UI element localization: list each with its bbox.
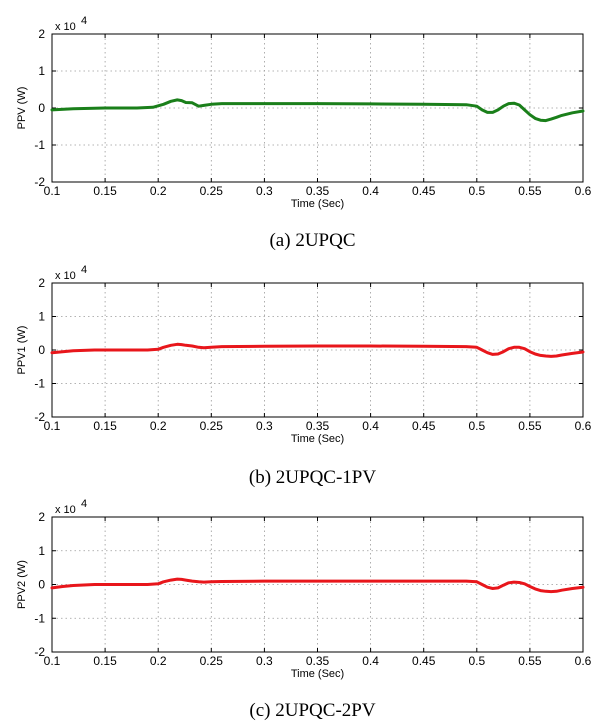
x-tick-label: 0.3: [256, 184, 273, 198]
x-tick-label: 0.2: [150, 184, 167, 198]
x-tick-label: 0.55: [518, 419, 542, 433]
x-tick-label: 0.4: [362, 184, 379, 198]
x-tick-label: 0.15: [93, 654, 117, 668]
y-tick-label: 1: [38, 64, 45, 78]
x-tick-label: 0.45: [412, 654, 436, 668]
y-tick-label: 1: [38, 310, 45, 324]
y-multiplier-exponent: 4: [81, 264, 87, 276]
y-tick-label: -1: [34, 611, 45, 625]
x-tick-label: 0.5: [468, 184, 485, 198]
y-tick-label: 2: [38, 510, 45, 524]
x-tick-label: 0.6: [575, 184, 592, 198]
y-axis-label: PPV1 (W): [16, 326, 28, 375]
x-tick-label: 0.4: [362, 654, 379, 668]
y-multiplier-exponent: 4: [81, 498, 87, 510]
panel-caption: (c) 2UPQC-2PV: [249, 700, 375, 721]
x-tick-label: 0.45: [412, 419, 436, 433]
y-multiplier-exponent: 4: [81, 15, 87, 27]
x-tick-label: 0.6: [575, 419, 592, 433]
chart-panel-3: 0.1 0.15 0.2 0.25 0.3 0.35 0.4 0.45 0.5 0.55 0.6 -2…: [16, 498, 592, 721]
chart-panel-1: 0.1 0.15 0.2 0.25 0.3 0.35 0.4 0.45 0.5 0.55 0.6 -2…: [16, 15, 592, 251]
y-tick-label: -2: [34, 410, 45, 424]
x-axis-label: Time (Sec): [291, 198, 344, 210]
x-axis-label: Time (Sec): [291, 433, 344, 445]
y-tick-label: 0: [38, 101, 45, 115]
y-tick-label: 2: [38, 276, 45, 290]
x-tick-label: 0.35: [306, 654, 330, 668]
series-line: [50, 577, 585, 594]
x-tick-label: 0.15: [93, 184, 117, 198]
panel-caption: (b) 2UPQC-1PV: [249, 467, 376, 488]
y-tick-label: -1: [34, 138, 45, 152]
x-tick-label: 0.25: [200, 419, 224, 433]
y-tick-label: 0: [38, 343, 45, 357]
y-tick-label: 1: [38, 544, 45, 558]
x-tick-label: 0.55: [518, 654, 542, 668]
x-tick-label: 0.5: [468, 654, 485, 668]
x-tick-label: 0.6: [575, 654, 592, 668]
x-tick-label: 0.2: [150, 419, 167, 433]
y-axis-label: PPV (W): [16, 87, 28, 130]
x-tick-label: 0.5: [468, 419, 485, 433]
x-tick-label: 0.35: [306, 184, 330, 198]
x-axis-label: Time (Sec): [291, 668, 344, 680]
y-tick-label: -1: [34, 377, 45, 391]
x-tick-label: 0.55: [518, 184, 542, 198]
panel-caption: (a) 2UPQC: [269, 230, 355, 251]
y-multiplier-label: x 10: [55, 21, 76, 33]
x-tick-label: 0.25: [200, 184, 224, 198]
y-tick-label: 0: [38, 578, 45, 592]
x-tick-label: 0.2: [150, 654, 167, 668]
y-multiplier-label: x 10: [55, 504, 76, 516]
x-tick-label: 0.25: [200, 654, 224, 668]
y-multiplier-label: x 10: [55, 270, 76, 282]
x-tick-label: 0.3: [256, 654, 273, 668]
x-tick-label: 0.3: [256, 419, 273, 433]
y-axis-label: PPV2 (W): [16, 560, 28, 609]
x-tick-label: 0.4: [362, 419, 379, 433]
x-tick-label: 0.1: [44, 184, 61, 198]
series-line: [50, 98, 585, 123]
series-line: [50, 342, 585, 358]
x-tick-label: 0.35: [306, 419, 330, 433]
chart-panel-2: 0.1 0.15 0.2 0.25 0.3 0.35 0.4 0.45 0.5 0.55 0.6 -2…: [16, 264, 592, 488]
x-tick-label: 0.1: [44, 654, 61, 668]
x-tick-label: 0.45: [412, 184, 436, 198]
x-tick-label: 0.1: [44, 419, 61, 433]
y-tick-label: -2: [34, 645, 45, 659]
x-tick-label: 0.15: [93, 419, 117, 433]
y-tick-label: -2: [34, 175, 45, 189]
y-tick-label: 2: [38, 27, 45, 41]
